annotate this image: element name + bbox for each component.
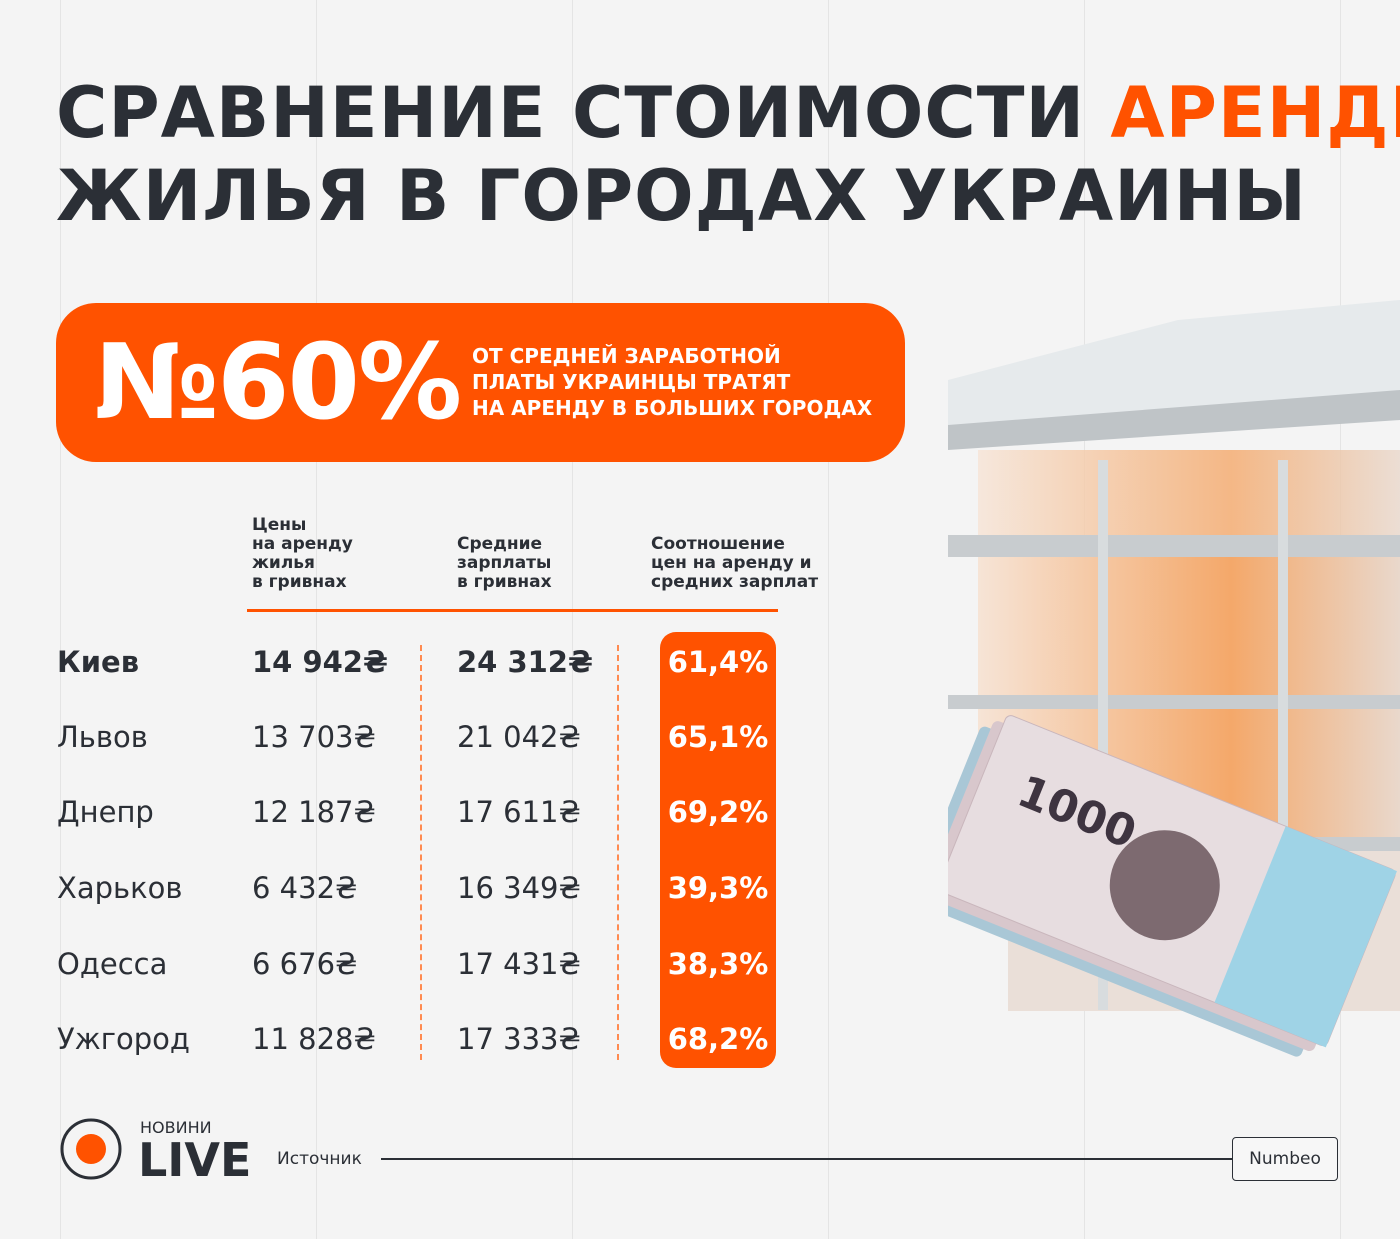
title-highlight: АРЕНДЫ xyxy=(1110,72,1400,154)
header-line: в гривнах xyxy=(252,572,347,592)
banner-big-value: №60% xyxy=(94,321,462,443)
source-value: Numbeo xyxy=(1232,1137,1338,1181)
column-divider xyxy=(617,645,619,1060)
grid-line xyxy=(60,0,61,1239)
column-divider xyxy=(420,645,422,1060)
rent-price: 6 432₴ xyxy=(252,871,358,905)
ratio-highlight xyxy=(660,632,776,1068)
header-line: зарплаты xyxy=(457,553,552,573)
header-line: Соотношение xyxy=(651,534,785,554)
city-name: Днепр xyxy=(57,795,154,829)
table-row: Харьков 6 432₴ 16 349₴ 39,3% xyxy=(0,871,800,911)
average-salary: 17 611₴ xyxy=(457,795,581,829)
header-line: Цены xyxy=(252,515,307,535)
header-ratio: Соотношение цен на аренду и средних зарп… xyxy=(651,535,818,592)
rent-salary-ratio: 38,3% xyxy=(667,947,769,981)
rent-price: 11 828₴ xyxy=(252,1022,376,1056)
average-salary: 17 333₴ xyxy=(457,1022,581,1056)
header-line: жилья xyxy=(252,553,315,573)
table-row: Днепр 12 187₴ 17 611₴ 69,2% xyxy=(0,795,800,835)
logo-top-text: НОВИНИ xyxy=(140,1118,212,1137)
city-name: Одесса xyxy=(57,947,168,981)
banknote-stack: 1000 xyxy=(948,715,1397,1057)
grid-line xyxy=(828,0,829,1239)
title-text: СРАВНЕНИЕ СТОИМОСТИ xyxy=(56,72,1111,154)
building-illustration: 1000 xyxy=(948,300,1400,1057)
grid-line xyxy=(316,0,317,1239)
banner-text: ОТ СРЕДНЕЙ ЗАРАБОТНОЙ ПЛАТЫ УКРАИНЦЫ ТРА… xyxy=(472,343,872,421)
header-line: в гривнах xyxy=(457,572,552,592)
header-salary: Средние зарплаты в гривнах xyxy=(457,535,552,592)
rent-salary-ratio: 39,3% xyxy=(667,871,769,905)
rent-price: 12 187₴ xyxy=(252,795,376,829)
table-row: Львов 13 703₴ 21 042₴ 65,1% xyxy=(0,720,800,760)
grid-line xyxy=(572,0,573,1239)
header-rent: Цены на аренду жилья в гривнах xyxy=(252,516,353,592)
average-salary: 16 349₴ xyxy=(457,871,581,905)
rent-salary-ratio: 68,2% xyxy=(667,1022,769,1056)
average-salary: 21 042₴ xyxy=(457,720,581,754)
table-row: Ужгород 11 828₴ 17 333₴ 68,2% xyxy=(0,1022,800,1062)
summary-banner: №60% ОТ СРЕДНЕЙ ЗАРАБОТНОЙ ПЛАТЫ УКРАИНЦ… xyxy=(56,303,905,462)
table-row: Киев 14 942₴ 24 312₴ 61,4% xyxy=(0,645,800,685)
rent-price: 14 942₴ xyxy=(252,645,388,679)
header-line: Средние xyxy=(457,534,543,554)
table-row: Одесса 6 676₴ 17 431₴ 38,3% xyxy=(0,947,800,987)
average-salary: 24 312₴ xyxy=(457,645,593,679)
city-name: Львов xyxy=(57,720,148,754)
header-line: цен на аренду и xyxy=(651,553,812,573)
source-connector xyxy=(381,1158,1232,1160)
title-line-2: ЖИЛЬЯ В ГОРОДАХ УКРАИНЫ xyxy=(56,155,1307,237)
city-name: Ужгород xyxy=(57,1022,190,1056)
source-label: Источник xyxy=(277,1149,362,1169)
logo-bottom-text: LIVE xyxy=(138,1133,250,1182)
banner-text-line: НА АРЕНДУ В БОЛЬШИХ ГОРОДАХ xyxy=(472,396,873,420)
city-name: Харьков xyxy=(57,871,183,905)
header-line: на аренду xyxy=(252,534,353,554)
rent-salary-ratio: 65,1% xyxy=(667,720,769,754)
rent-price: 13 703₴ xyxy=(252,720,376,754)
banner-text-line: ПЛАТЫ УКРАИНЦЫ ТРАТЯТ xyxy=(472,370,791,394)
title-line-1: СРАВНЕНИЕ СТОИМОСТИ АРЕНДЫ xyxy=(56,72,1400,154)
rent-salary-ratio: 61,4% xyxy=(667,645,769,679)
novyny-live-logo: НОВИНИ LIVE xyxy=(60,1118,250,1182)
rent-price: 6 676₴ xyxy=(252,947,358,981)
city-name: Киев xyxy=(57,645,140,679)
banner-text-line: ОТ СРЕДНЕЙ ЗАРАБОТНОЙ xyxy=(472,344,781,368)
average-salary: 17 431₴ xyxy=(457,947,581,981)
rent-salary-ratio: 69,2% xyxy=(667,795,769,829)
header-line: средних зарплат xyxy=(651,572,819,592)
header-divider xyxy=(247,609,778,612)
